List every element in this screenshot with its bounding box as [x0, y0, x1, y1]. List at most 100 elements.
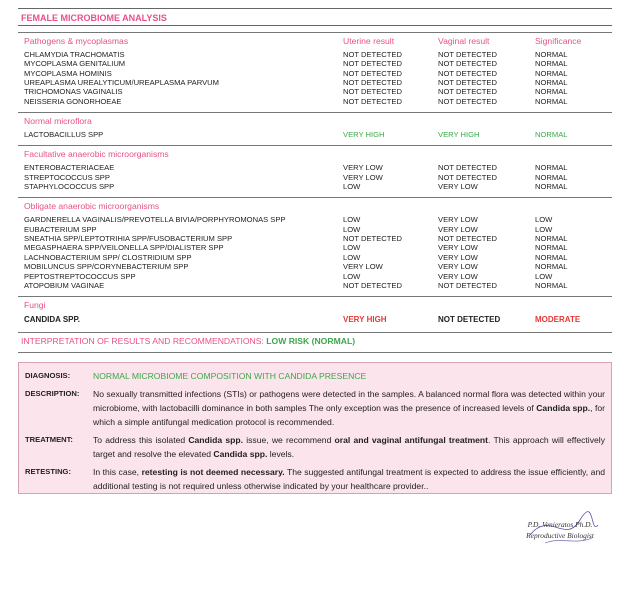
result-row: MOBILUNCUS SPP/CORYNEBACTERIUM SPP VERY L…: [18, 262, 612, 271]
vaginal-result: VERY LOW: [438, 215, 478, 225]
section-header: Obligate anaerobic microorganisms: [18, 197, 612, 214]
organism-name: LACHNOBACTERIUM SPP/ CLOSTRIDIUM SPP: [24, 252, 192, 262]
vaginal-result: VERY LOW: [438, 252, 478, 262]
significance-result: NORMAL: [535, 59, 568, 69]
text: NORMAL MICROBIOME COMPOSITION WITH CANDI…: [93, 371, 367, 381]
significance-result: NORMAL: [535, 163, 568, 173]
organism-name: MYCOPLASMA HOMINIS: [24, 68, 112, 78]
result-row: UREAPLASMA UREALYTICUM/UREAPLASMA PARVUM…: [18, 78, 612, 87]
interpretation: INTERPRETATION OF RESULTS AND RECOMMENDA…: [18, 336, 612, 353]
result-row: MYCOPLASMA GENITALIUM NOT DETECTED NOT DET…: [18, 59, 612, 68]
uterine-result: VERY LOW: [343, 172, 383, 182]
result-row: MEGASPHAERA SPP/VEILONELLA SPP/DIALISTER…: [18, 243, 612, 252]
organism-name: MOBILUNCUS SPP/CORYNEBACTERIUM SPP: [24, 262, 189, 272]
vaginal-result: NOT DETECTED: [438, 50, 497, 59]
section-body: GARDNERELLA VAGINALIS/PREVOTELLA BIVIA/P…: [18, 214, 612, 296]
section-title: Normal microflora: [24, 116, 92, 127]
item-text: To address this isolated Candida spp. is…: [93, 433, 605, 461]
organism-name: UREAPLASMA UREALYTICUM/UREAPLASMA PARVUM: [24, 78, 219, 88]
significance-result: NORMAL: [535, 130, 568, 140]
signature-scribble: [529, 511, 599, 544]
organism-name: GARDNERELLA VAGINALIS/PREVOTELLA BIVIA/P…: [24, 215, 286, 225]
organism-name: TRICHOMONAS VAGINALIS: [24, 87, 123, 97]
uterine-result: VERY HIGH: [343, 130, 385, 140]
text: To address this isolated: [93, 435, 189, 445]
section-title: Pathogens & mycoplasmas: [24, 36, 129, 46]
signature-name: P.D. Venieratos Ph.D.: [527, 520, 593, 529]
significance-result: LOW: [535, 271, 553, 281]
result-row: LACHNOBACTERIUM SPP/ CLOSTRIDIUM SPP LOW V…: [18, 253, 612, 262]
significance-result: NORMAL: [535, 87, 568, 97]
vaginal-result: VERY LOW: [438, 243, 478, 253]
result-row: STAPHYLOCOCCUS SPP LOW VERY LOW NORMAL: [18, 182, 612, 191]
significance-result: NORMAL: [535, 78, 568, 88]
uterine-result: VERY LOW: [343, 262, 383, 272]
uterine-result: LOW: [343, 182, 361, 192]
significance-result: NORMAL: [535, 262, 568, 272]
significance-result: NORMAL: [535, 252, 568, 262]
item-text: In this case, retesting is not deemed ne…: [93, 465, 605, 493]
result-row: TRICHOMONAS VAGINALIS NOT DETECTED NOT DET…: [18, 87, 612, 96]
organism-name: CHLAMYDIA TRACHOMATIS: [24, 50, 125, 59]
significance-result: NORMAL: [535, 172, 568, 182]
column-header: Significance: [535, 36, 582, 46]
recommendations-box: DIAGNOSIS: NORMAL MICROBIOME COMPOSITION …: [18, 362, 612, 494]
vaginal-result: NOT DETECTED: [438, 172, 497, 182]
emphasis: Candida spp.: [188, 435, 244, 445]
item-label: TREATMENT:: [25, 435, 73, 444]
uterine-result: NOT DETECTED: [343, 234, 402, 244]
result-row: NEISSERIA GONORHOEAE NOT DETECTED NOT DETE…: [18, 97, 612, 106]
text: levels.: [267, 449, 295, 459]
vaginal-result: VERY LOW: [438, 271, 478, 281]
text: , for which a simple antifungal medicati…: [93, 403, 605, 427]
section-body: ENTEROBACTERIACEAE VERY LOW NOT DETECTED NO…: [18, 162, 612, 197]
interpretation-heading: INTERPRETATION OF RESULTS AND RECOMMENDA…: [21, 336, 264, 346]
organism-name: MYCOPLASMA GENITALIUM: [24, 59, 126, 69]
text: The suggested antifungal treatment is ex…: [93, 467, 606, 491]
item-text: No sexually transmitted infections (STIs…: [93, 387, 605, 429]
emphasis: Candida spp.: [213, 449, 268, 459]
vaginal-result: NOT DETECTED: [438, 96, 497, 106]
uterine-result: LOW: [343, 252, 361, 262]
uterine-result: VERY LOW: [343, 163, 383, 173]
section-header: Facultative anaerobic microorganisms: [18, 145, 612, 162]
organism-name: CANDIDA SPP.: [24, 315, 81, 325]
vaginal-result: VERY LOW: [438, 182, 478, 192]
organism-name: EUBACTERIUM SPP: [24, 224, 97, 234]
vaginal-result: NOT DETECTED: [438, 315, 501, 325]
significance-result: LOW: [535, 224, 553, 234]
vaginal-result: NOT DETECTED: [438, 78, 497, 88]
item-label: DESCRIPTION:: [25, 389, 80, 398]
significance-result: NORMAL: [535, 50, 568, 59]
significance-result: NORMAL: [535, 243, 568, 253]
organism-name: STREPTOCOCCUS SPP: [24, 172, 110, 182]
uterine-result: NOT DETECTED: [343, 59, 402, 69]
recommendation-item: TREATMENT: To address this isolated Candi…: [25, 433, 605, 461]
organism-name: SNEATHIA SPP/LEPTOTRIHIA SPP/FUSOBACTERI…: [24, 234, 233, 244]
vaginal-result: VERY HIGH: [438, 130, 480, 140]
result-row: SNEATHIA SPP/LEPTOTRIHIA SPP/FUSOBACTERI…: [18, 234, 612, 243]
item-text: NORMAL MICROBIOME COMPOSITION WITH CANDI…: [93, 369, 605, 383]
significance-result: NORMAL: [535, 182, 568, 192]
emphasis: oral and vaginal antifungal treatment: [334, 435, 489, 445]
section-body: CHLAMYDIA TRACHOMATIS NOT DETECTED NOT DET…: [18, 49, 612, 112]
result-row: CANDIDA SPP. VERY HIGH NOT DETECTED MODERAT…: [18, 314, 612, 326]
emphasis: Candida spp.: [536, 403, 591, 413]
uterine-result: LOW: [343, 215, 361, 225]
uterine-result: NOT DETECTED: [343, 68, 402, 78]
uterine-result: VERY HIGH: [343, 315, 387, 325]
uterine-result: LOW: [343, 224, 361, 234]
risk-level: LOW RISK (NORMAL): [266, 336, 356, 346]
result-row: ATOPOBIUM VAGINAE NOT DETECTED NOT DETECTE…: [18, 281, 612, 290]
result-row: ENTEROBACTERIACEAE VERY LOW NOT DETECTED NO…: [18, 163, 612, 172]
text: In this case,: [93, 467, 142, 477]
significance-result: NORMAL: [535, 280, 568, 290]
organism-name: ENTEROBACTERIACEAE: [24, 163, 115, 173]
results-table: Pathogens & mycoplasmas Uterine result Vag…: [18, 32, 612, 334]
vaginal-result: NOT DETECTED: [438, 234, 497, 244]
text: issue, we recommend: [243, 435, 335, 445]
text: . This approach will effectively target …: [93, 435, 605, 459]
vaginal-result: VERY LOW: [438, 262, 478, 272]
signature-role: Reproductive Biologist: [526, 531, 594, 540]
